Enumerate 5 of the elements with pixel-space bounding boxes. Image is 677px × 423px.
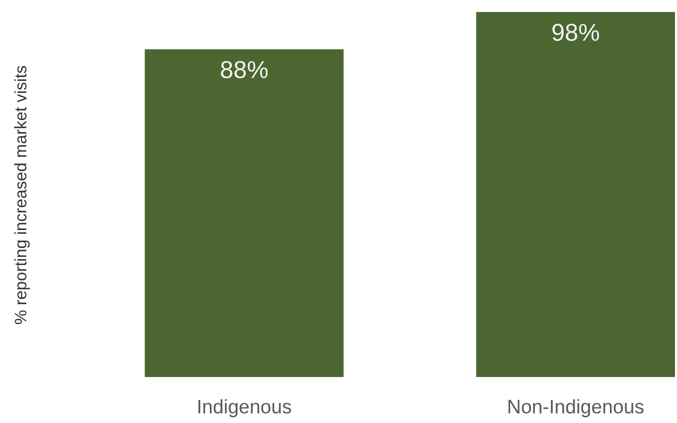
y-axis-title: % reporting increased market visits [14,66,30,324]
x-tick-label: Indigenous [198,399,292,418]
x-tick-label: Non-Indigenous [508,399,644,418]
data-label: 88% [220,61,268,78]
data-label: 98% [552,24,600,41]
